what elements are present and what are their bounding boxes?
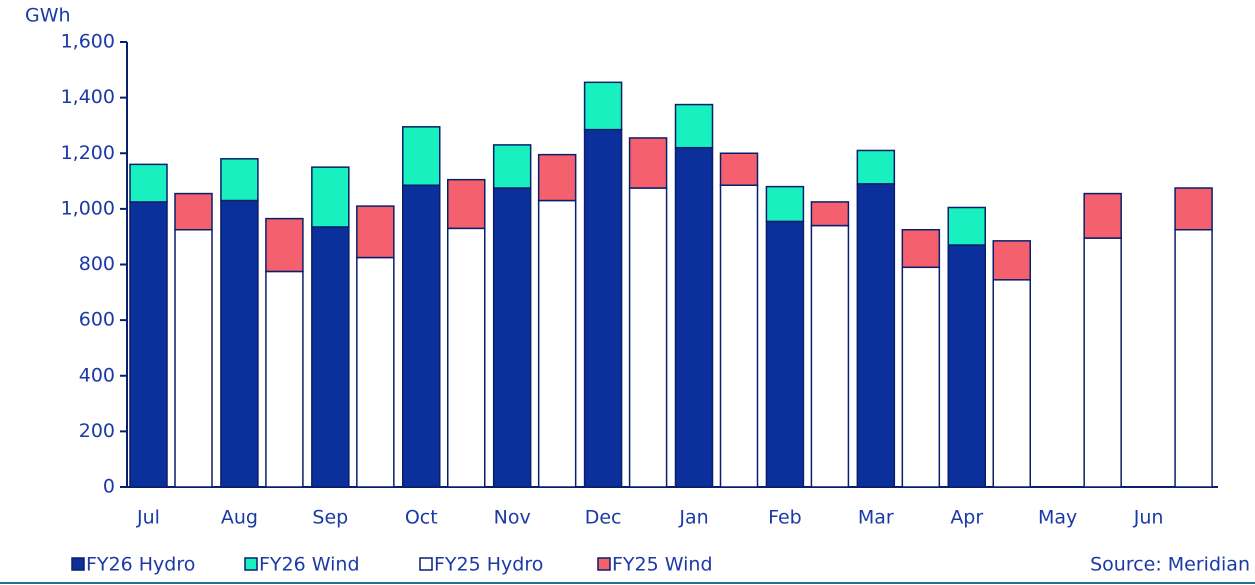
bar-segment [1174,187,1213,231]
bar-segment [129,201,168,488]
bar-segment [402,126,441,186]
bar-segment [856,183,896,488]
bar-segment [810,201,850,227]
bar-segment [402,184,441,488]
y-tick-label: 1,000 [61,197,115,219]
bar-segment [583,128,623,488]
bar-segment [628,137,668,189]
x-tick-label: Feb [768,507,802,529]
legend-label: FY25 Hydro [434,554,543,576]
y-tick-label: 1,600 [61,31,115,53]
y-axis-label: GWh [25,5,71,27]
y-tick-label: 800 [79,253,115,275]
bar-segment [356,205,395,259]
bar-segment [220,199,259,488]
legend-swatch [419,557,433,571]
bar-segment [174,192,213,231]
bar-segment [947,244,986,488]
legend-swatch [244,557,258,571]
bar-segment [674,103,714,149]
bar-segment [311,226,350,488]
bar-segment [265,270,304,488]
y-tick-label: 0 [103,476,115,498]
bar-segment [947,206,986,246]
bar-segment [265,217,304,273]
bar-segment [765,185,805,223]
bar-segment [174,228,213,488]
bar-segment [537,153,577,202]
bar-segment [719,184,759,488]
bar-segment [674,146,714,488]
bar-segment [719,152,759,186]
bar-segment [856,149,896,185]
bar-segment [129,163,168,203]
bar-segment [356,256,395,488]
x-tick-label: Jan [678,507,708,529]
bar-segment [492,144,532,189]
bar-segment [992,279,1031,488]
bar-segment [628,187,668,488]
y-tick-label: 200 [79,420,115,442]
x-tick-label: Oct [405,507,438,529]
x-tick-label: Dec [585,507,622,529]
x-tick-label: May [1038,507,1077,529]
y-tick-label: 1,200 [61,142,115,164]
bar-segment [901,228,941,269]
bar-segment [810,224,850,488]
x-tick-label: Aug [221,507,258,529]
y-tick-label: 400 [79,364,115,386]
bar-segment [901,266,941,488]
x-tick-label: Sep [312,507,348,529]
legend-label: FY26 Wind [259,554,360,576]
bar-segment [583,81,623,131]
x-tick-label: Nov [494,507,531,529]
bar-segment [992,240,1031,281]
legend-label: FY25 Wind [612,554,713,576]
bar-segment [1083,192,1122,239]
bar-segment [311,166,350,228]
bar-segment [1174,228,1213,488]
bar-segment [492,187,532,488]
bar-segment [220,158,259,202]
y-tick-label: 600 [79,309,115,331]
x-tick-label: Jun [1133,507,1164,529]
source: Source: Meridian [1090,554,1250,576]
bar-segment [447,227,486,488]
bar-segment [537,199,577,488]
x-tick-label: Mar [858,507,894,529]
bar-segment [447,178,486,230]
bar-segment [765,220,805,488]
y-tick-label: 1,400 [61,86,115,108]
legend-swatch [597,557,611,571]
x-tick-label: Apr [950,507,983,529]
bar-segment [1083,237,1122,488]
legend-swatch [71,557,85,571]
x-tick-label: Jul [136,507,160,529]
legend-label: FY26 Hydro [86,554,195,576]
